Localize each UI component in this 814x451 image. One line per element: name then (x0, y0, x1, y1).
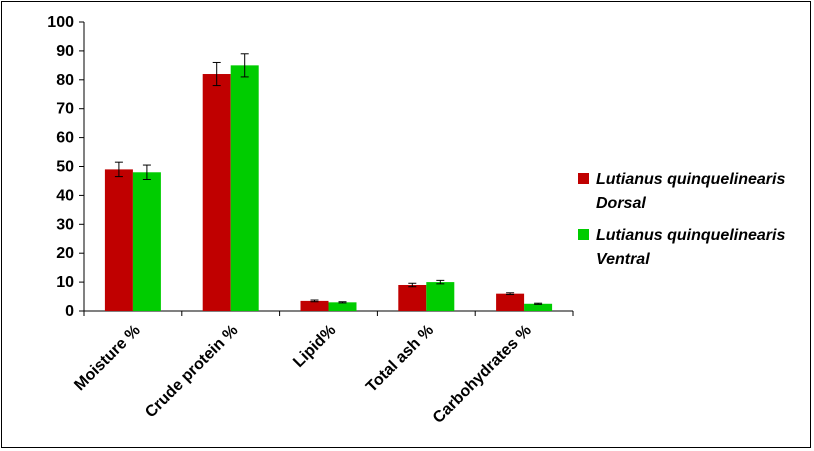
legend-label: Dorsal (596, 195, 646, 212)
legend-label: Lutianus quinquelinearis (596, 227, 785, 244)
bar-dorsal (496, 293, 525, 311)
x-category-label: Carbohydrates % (430, 322, 535, 427)
bar-dorsal (300, 300, 329, 311)
legend-label: Lutianus quinquelinearis (596, 171, 785, 188)
bar-ventral (426, 282, 455, 311)
legend-label: Ventral (596, 251, 650, 268)
bar-dorsal (202, 74, 231, 312)
y-tick-label: 100 (47, 14, 74, 31)
y-tick-label: 90 (56, 43, 74, 60)
y-tick-label: 70 (56, 101, 74, 118)
bar-ventral (230, 65, 259, 311)
y-tick-label: 20 (56, 245, 74, 262)
x-category-label: Lipid% (290, 322, 339, 371)
y-tick-label: 30 (56, 216, 74, 233)
y-tick-label: 50 (56, 159, 74, 176)
bar-dorsal (104, 169, 133, 311)
x-category-label: Total ash % (363, 322, 437, 396)
legend-swatch (578, 229, 589, 240)
bar-dorsal (398, 284, 427, 311)
y-tick-label: 80 (56, 72, 74, 89)
y-tick-label: 40 (56, 187, 74, 204)
bar-ventral (132, 172, 161, 311)
bar-ventral (328, 302, 357, 311)
y-tick-label: 10 (56, 274, 74, 291)
bar-ventral (524, 303, 553, 311)
legend-swatch (578, 173, 589, 184)
x-category-label: Moisture % (71, 322, 143, 394)
y-tick-label: 0 (65, 303, 74, 320)
x-category-label: Crude protein % (142, 322, 241, 421)
y-tick-label: 60 (56, 130, 74, 147)
